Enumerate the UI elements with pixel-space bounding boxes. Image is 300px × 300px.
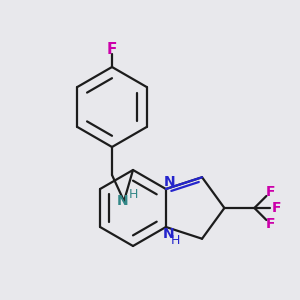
Text: N: N xyxy=(163,227,175,241)
Text: H: H xyxy=(171,235,181,248)
Text: F: F xyxy=(272,201,281,215)
Text: F: F xyxy=(266,185,275,199)
Text: H: H xyxy=(128,188,138,202)
Text: N: N xyxy=(164,175,176,189)
Text: N: N xyxy=(117,194,129,208)
Text: F: F xyxy=(266,217,275,231)
Text: F: F xyxy=(107,41,117,56)
